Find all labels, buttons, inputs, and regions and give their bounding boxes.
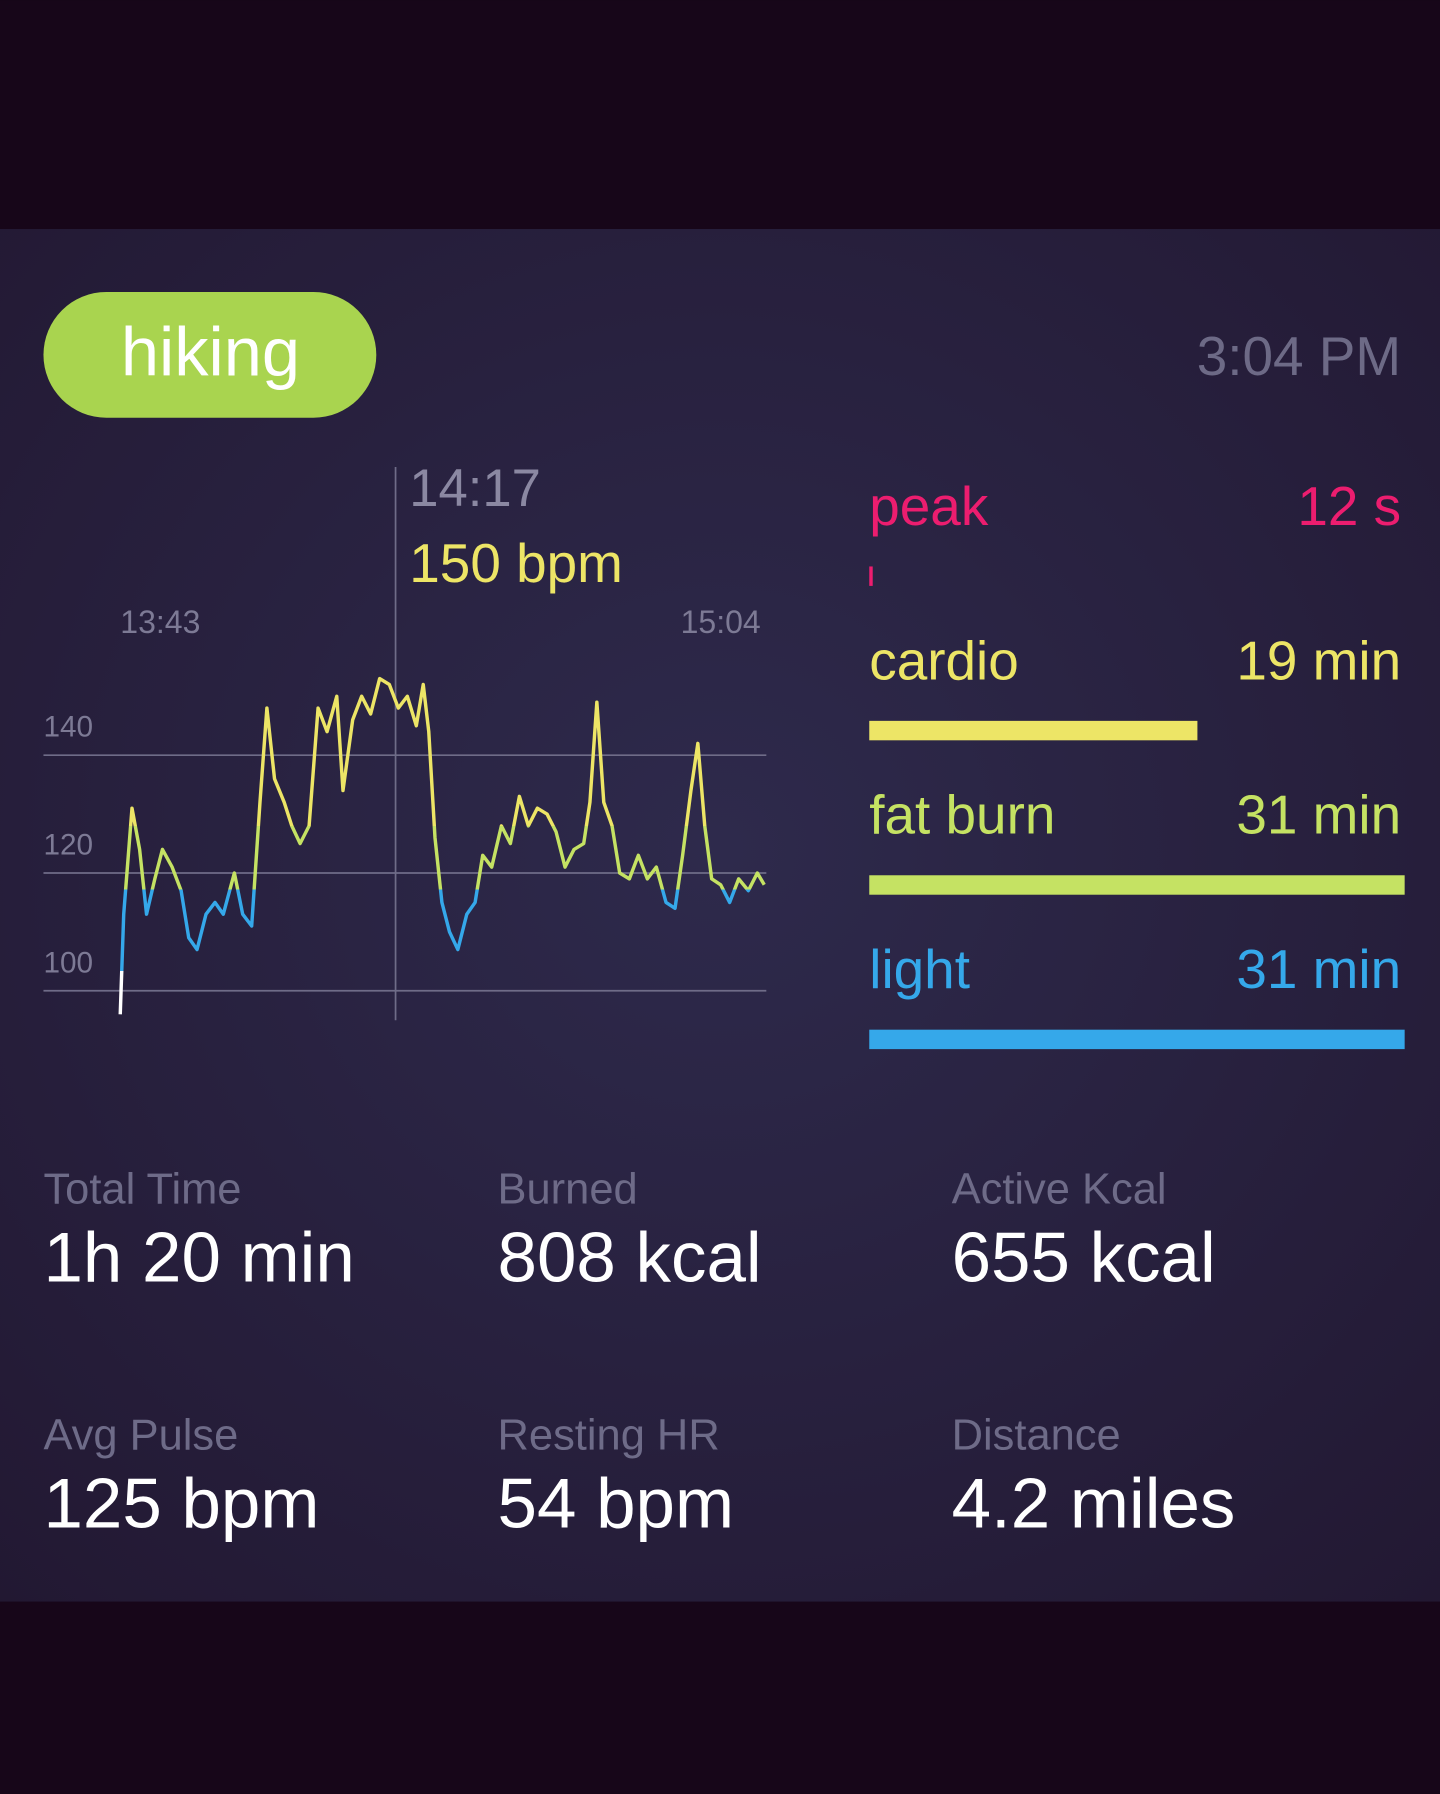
stat-value: 54 bpm xyxy=(498,1465,735,1544)
stat-label: Active Kcal xyxy=(952,1166,1167,1214)
zone-duration: 12 s xyxy=(1297,475,1401,537)
zone-name: light xyxy=(869,938,970,1000)
y-tick-label: 140 xyxy=(43,711,93,744)
zone-bar xyxy=(869,566,873,586)
x-tick-label: 15:04 xyxy=(681,604,761,640)
zone-duration: 31 min xyxy=(1236,938,1401,1000)
activity-pill[interactable] xyxy=(43,291,377,418)
stat-label: Distance xyxy=(952,1411,1121,1459)
zone-name: cardio xyxy=(869,629,1019,691)
stat-label: Total Time xyxy=(43,1166,241,1214)
y-tick-label: 120 xyxy=(43,829,93,862)
zone-bar xyxy=(869,720,1198,741)
stats: Total Time 1h 20 min Burned 808 kcal Active … xyxy=(43,1166,1235,1544)
zone-bar xyxy=(869,875,1405,895)
chart: 100 120 140 13:43 15:04 14:17 150 bpm xyxy=(43,459,767,1021)
stat-value: 1h 20 min xyxy=(43,1219,354,1298)
zone-name: fat burn xyxy=(869,784,1055,846)
stat-label: Avg Pulse xyxy=(43,1411,238,1459)
x-tick-label: 13:43 xyxy=(120,604,200,640)
zone-bar xyxy=(869,1029,1405,1050)
clock: 3:04 PM xyxy=(1197,325,1401,387)
zone-duration: 19 min xyxy=(1236,629,1401,691)
stat-label: Burned xyxy=(498,1166,638,1214)
stat-value: 4.2 miles xyxy=(952,1465,1236,1544)
cursor-reading: 150 bpm xyxy=(409,532,623,594)
cursor-time: 14:17 xyxy=(409,459,541,518)
stat-value: 655 kcal xyxy=(952,1219,1216,1298)
stat-value: 125 bpm xyxy=(43,1465,319,1544)
activity: hiking xyxy=(121,313,300,390)
y-tick-label: 100 xyxy=(43,946,93,979)
stat-value: 808 kcal xyxy=(498,1219,762,1298)
card xyxy=(0,229,1440,1602)
heart-rate-line xyxy=(118,676,766,1015)
zone-name: peak xyxy=(869,475,989,537)
zone-duration: 31 min xyxy=(1236,784,1401,846)
zones: peak 12 s cardio 19 min fat burn 31 min light 3… xyxy=(869,475,1405,1050)
stat-label: Resting HR xyxy=(498,1411,720,1459)
